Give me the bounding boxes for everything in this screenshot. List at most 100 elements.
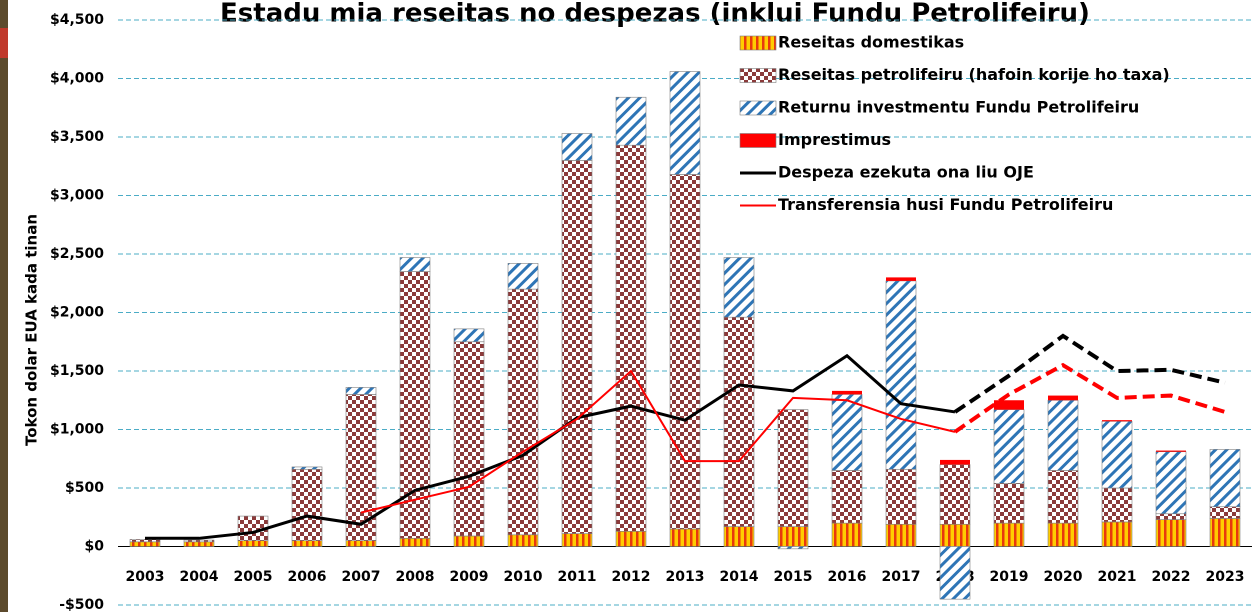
bar-segment [129, 541, 161, 547]
legend-label: Returnu investmentu Fundu Petrolifeiru [778, 98, 1139, 117]
bar-segment [1101, 487, 1133, 523]
bar-segment [669, 528, 701, 547]
bar-segment [1209, 506, 1241, 519]
bar-segment [993, 483, 1025, 524]
bar-segment [831, 522, 863, 547]
bar-segment [129, 539, 161, 543]
bar-segment [399, 271, 431, 539]
bar-segment [831, 394, 863, 471]
bar-segment [723, 316, 755, 527]
side-accent [0, 28, 8, 58]
bar-segment [723, 526, 755, 547]
bar-segment [723, 257, 755, 318]
y-tick-label: $2,000 [50, 305, 104, 321]
x-tick-label: 2020 [1044, 569, 1083, 585]
bar-segment [939, 523, 971, 547]
x-tick-label: 2022 [1152, 569, 1191, 585]
bar-segment [777, 409, 809, 527]
bar-segment [831, 470, 863, 524]
line [145, 353, 956, 540]
bar-segment [994, 400, 1024, 410]
bar-segment [832, 390, 862, 395]
y-tick-label: -$500 [59, 597, 104, 612]
legend-label: Imprestimus [778, 130, 891, 149]
bar-segment [507, 534, 539, 547]
legend-label: Despeza ezekuta ona liu OJE [778, 163, 1034, 182]
line-forecast [953, 333, 1226, 414]
x-tick-label: 2006 [288, 569, 327, 585]
bar-segment [453, 535, 485, 547]
x-tick-label: 2012 [612, 569, 651, 585]
bar-segment [615, 530, 647, 547]
bar-segment [777, 546, 809, 550]
y-tick-label: $4,500 [50, 12, 104, 28]
bar-segment [507, 288, 539, 536]
bar-segment [1047, 399, 1079, 471]
bar-segment [939, 546, 971, 600]
bar-segment [561, 133, 593, 161]
bar-segment [453, 328, 485, 343]
chart-title: Estadu mia reseitas no despezas (inklui … [220, 0, 1090, 29]
x-tick-label: 2023 [1206, 569, 1245, 585]
x-tick-label: 2009 [450, 569, 489, 585]
bar-segment [777, 526, 809, 547]
legend-swatch [739, 35, 777, 51]
x-tick-label: 2019 [990, 569, 1029, 585]
bar-segment [291, 468, 323, 541]
bar-segment [1155, 519, 1187, 547]
y-tick-label: $2,500 [50, 246, 104, 262]
x-tick-label: 2013 [666, 569, 705, 585]
side-strip [0, 0, 8, 612]
bar-segment [615, 144, 647, 532]
legend-swatch [739, 100, 777, 116]
bar-segment [345, 387, 377, 395]
y-tick-label: $500 [65, 480, 104, 496]
x-tick-label: 2016 [828, 569, 867, 585]
x-tick-label: 2004 [180, 569, 219, 585]
bar-segment [1047, 522, 1079, 547]
bar-segment [1048, 395, 1078, 401]
x-tick-label: 2005 [234, 569, 273, 585]
legend-label: Transferensia husi Fundu Petrolifeiru [778, 195, 1113, 214]
y-tick-label: $3,000 [50, 188, 104, 204]
bar-segment [885, 523, 917, 547]
x-tick-label: 2010 [504, 569, 543, 585]
bar-segment [183, 539, 215, 543]
bar-segment [1209, 449, 1241, 508]
bar-segment [1155, 451, 1187, 515]
x-tick-label: 2015 [774, 569, 813, 585]
bar-segment [993, 409, 1025, 484]
bar-segment [183, 541, 215, 547]
bar-segment [886, 277, 916, 281]
legend-swatch [739, 133, 777, 148]
bar-segment [1209, 518, 1241, 547]
y-tick-label: $0 [85, 539, 105, 555]
legend-label: Reseitas petrolifeiru (hafoin korije ho … [778, 65, 1170, 84]
bar-segment [885, 280, 917, 470]
y-tick-label: $4,000 [50, 71, 104, 87]
bar-segment [1102, 420, 1132, 422]
bar-segment [669, 174, 701, 530]
x-tick-label: 2011 [558, 569, 597, 585]
bar-segment [291, 540, 323, 547]
bar-segment [939, 464, 971, 525]
bar-segment [1155, 513, 1187, 520]
bar-segment [669, 71, 701, 175]
bar-segment [993, 522, 1025, 547]
bar-segment [399, 257, 431, 272]
x-tick-label: 2007 [342, 569, 381, 585]
y-tick-label: $3,500 [50, 129, 104, 145]
bar-segment [345, 394, 377, 541]
x-tick-label: 2008 [396, 569, 435, 585]
x-tick-label: 2017 [882, 569, 921, 585]
bar-segment [291, 466, 323, 470]
x-tick-label: 2003 [126, 569, 165, 585]
x-tick-label: 2021 [1098, 569, 1137, 585]
bar-segment [1101, 521, 1133, 547]
y-axis-label: Tokon dolar EUA kada tinan [23, 214, 41, 446]
bar-segment [507, 263, 539, 290]
bar-segment [561, 533, 593, 547]
bar-segment [237, 540, 269, 547]
legend-label: Reseitas domestikas [778, 33, 964, 52]
